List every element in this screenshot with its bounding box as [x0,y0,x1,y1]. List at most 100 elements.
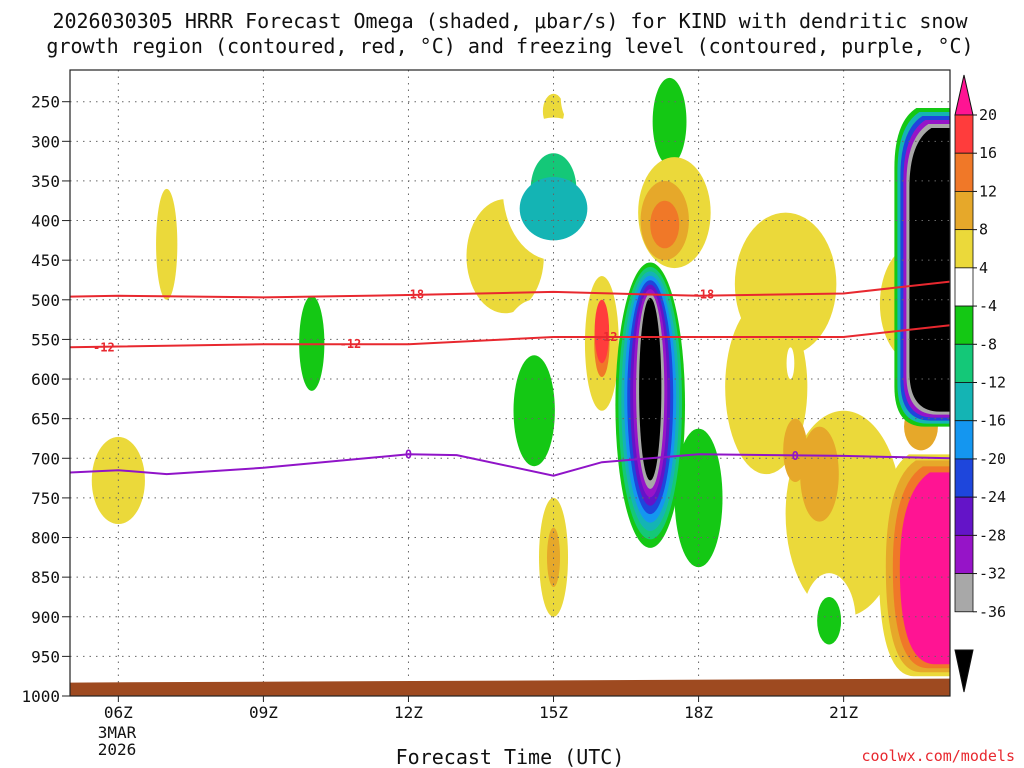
dgz-contour-1-label-2: -12 [596,330,618,344]
ytick-label-750: 750 [31,489,60,508]
x-axis-title: Forecast Time (UTC) [396,745,625,768]
omega-feature-9 [519,176,588,241]
omega-feature-11-core [513,355,555,467]
omega-feature-2 [201,335,229,487]
dgz-contour-1-label-0: -12 [93,340,115,354]
colorbar-label-9: -20 [979,450,1006,468]
colorbar-bin-5 [954,267,974,307]
ytick-label-500: 500 [31,291,60,310]
colorbar-label-2: 12 [979,182,997,200]
colorbar-bin-4 [954,229,974,269]
omega-feature-4 [383,264,415,471]
omega-feature-13-core [546,527,561,588]
ground-fill [70,678,950,696]
dgz-contour-0-line [70,280,950,299]
ytick-label-700: 700 [31,449,60,468]
time-axis: 06Z 09Z 12Z 15Z 18Z 21Z [104,696,858,722]
dgz-contour-0-label-0: -18 [402,287,424,301]
colorbar: 20 16 12 8 4 -4 -8 -12 -16 -20 -24 -28 -32 -36 [954,74,1006,693]
colorbar-label-11: -28 [979,526,1006,544]
ytick-label-650: 650 [31,410,60,429]
omega-feature-17 [652,77,687,166]
colorbar-label-6: -8 [979,335,997,353]
colorbar-bin-10 [954,458,974,498]
right-ascent-ring-3 [899,472,950,665]
omega-shading [91,70,950,677]
ytick-label-1000: 1000 [21,687,60,706]
contours: -18 -18 -12 -12 -12 0 0 [70,280,950,477]
credit-text: coolwx.com/models [861,747,1015,765]
freezing-level-contour-label-0: 0 [405,447,412,461]
ytick-label-350: 350 [31,172,60,191]
colorbar-label-13: -36 [979,603,1006,621]
colorbar-bin-2 [954,152,974,192]
descent-core-ring-8 [639,297,662,481]
omega-feature-24 [786,347,795,380]
xtick-label-06Z: 06Z [104,703,133,722]
chart-title-line2: growth region (contoured, red, °C) and f… [46,34,973,58]
colorbar-bottom-arrow [954,649,974,693]
ytick-label-600: 600 [31,370,60,389]
ytick-label-400: 400 [31,212,60,231]
ytick-label-450: 450 [31,251,60,270]
ytick-label-300: 300 [31,132,60,151]
omega-feature-27 [800,426,839,522]
dgz-contour-0-label-1: -18 [693,287,715,301]
omega-feature-32 [916,70,946,98]
colorbar-label-0: 20 [979,106,997,124]
colorbar-label-5: -4 [979,297,997,315]
xtick-label-15Z: 15Z [539,703,568,722]
colorbar-bin-7 [954,343,974,383]
colorbar-bin-3 [954,191,974,231]
colorbar-top-arrow [954,74,974,116]
omega-feature-20 [650,200,680,249]
plot-area: -18 -18 -12 -12 -12 0 0 [70,70,950,696]
plot-frame [69,69,951,697]
dgz-contour-1-label-1: -12 [340,337,362,351]
omega-feature-21-core [674,428,723,568]
colorbar-bin-11 [954,496,974,536]
colorbar-bin-1 [954,114,974,154]
omega-feature-10 [560,70,605,130]
omega-feature-5 [444,127,469,172]
colorbar-label-3: 8 [979,221,988,239]
ytick-label-800: 800 [31,529,60,548]
omega-feature-15 [594,299,610,364]
omega-feature-1 [156,188,178,300]
xtick-label-12Z: 12Z [394,703,423,722]
pressure-axis: 250 300 350 400 450 500 550 600 650 700 750 800 850 9… [21,93,70,706]
x-date-label-line2: 2026 [98,740,137,759]
omega-feature-12 [480,458,549,633]
chart-title-line1: 2026030305 HRRR Forecast Omega (shaded, … [52,9,968,33]
freezing-level-contour-line [70,453,950,477]
xtick-label-09Z: 09Z [249,703,278,722]
omega-feature-23 [734,212,837,356]
colorbar-bin-6 [954,305,974,345]
freezing-level-contour-label-1: 0 [792,449,799,463]
x-date-label-line1: 3MAR [98,723,137,742]
ytick-label-950: 950 [31,647,60,666]
ground-band [70,678,950,696]
colorbar-label-10: -24 [979,488,1006,506]
colorbar-bin-9 [954,420,974,460]
ytick-label-900: 900 [31,608,60,627]
omega-feature-29-core [817,596,842,645]
colorbar-label-1: 16 [979,144,997,162]
gridlines [70,70,950,696]
colorbar-label-4: 4 [979,259,988,277]
ytick-label-850: 850 [31,568,60,587]
colorbar-label-8: -16 [979,412,1006,430]
xtick-label-18Z: 18Z [684,703,713,722]
ytick-label-250: 250 [31,93,60,112]
ytick-label-550: 550 [31,330,60,349]
colorbar-bin-13 [954,573,974,613]
colorbar-bin-12 [954,534,974,574]
right-descent-ring-5 [909,128,950,412]
dgz-contour-1-line [70,324,950,349]
xtick-label-21Z: 21Z [829,703,858,722]
colorbar-label-7: -12 [979,374,1006,392]
colorbar-bin-8 [954,382,974,422]
omega-feature-28 [818,133,840,185]
colorbar-label-12: -32 [979,565,1006,583]
